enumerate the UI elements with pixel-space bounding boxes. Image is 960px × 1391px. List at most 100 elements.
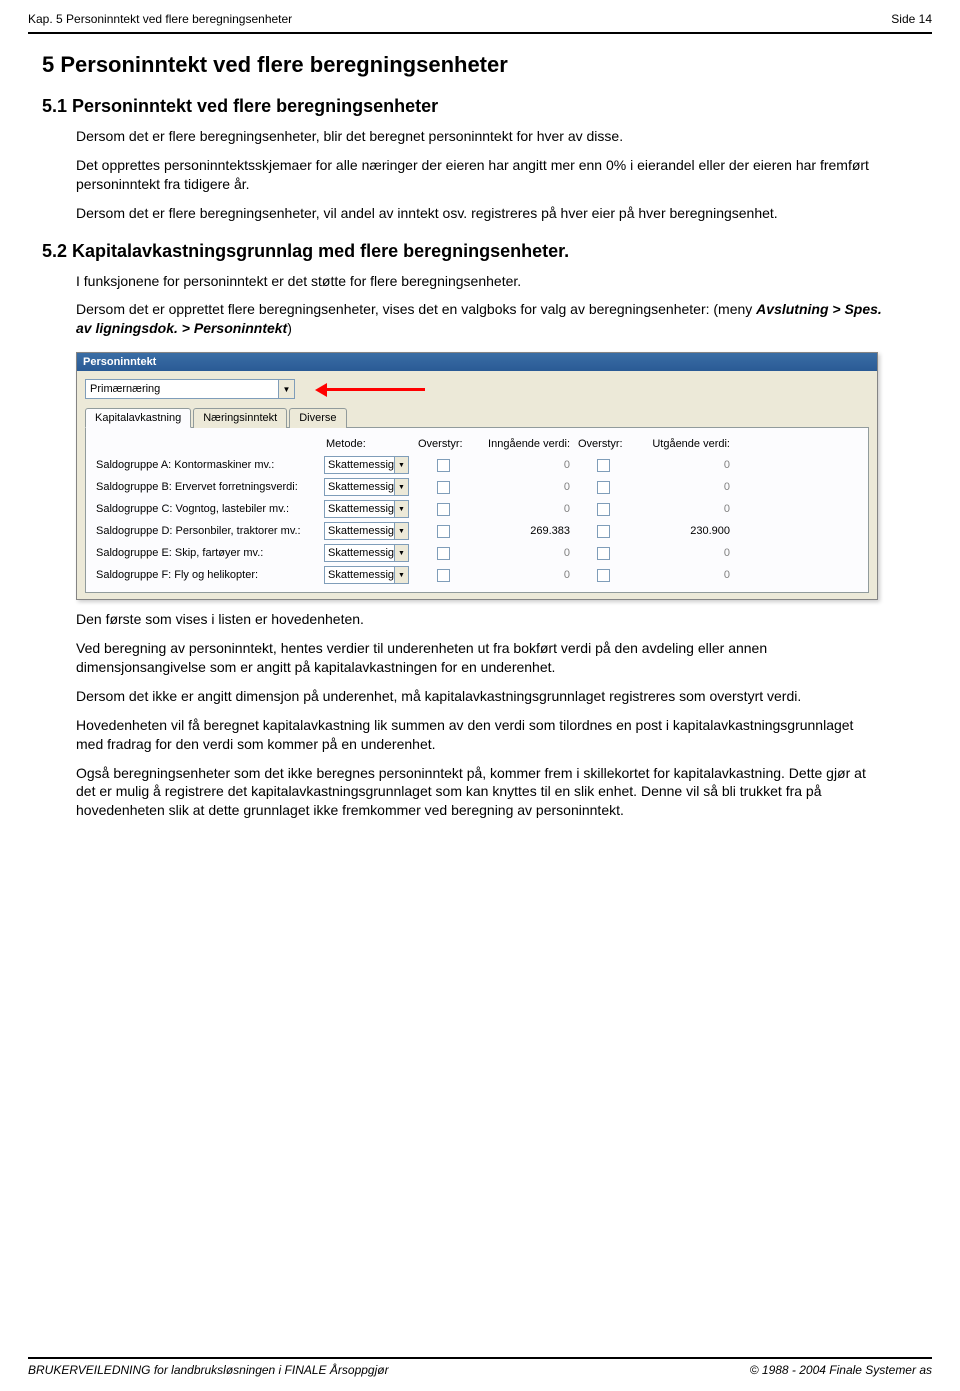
override-in-checkbox[interactable] [437,459,450,472]
para-after-2: Ved beregning av personinntekt, hentes v… [76,639,884,677]
override-in-cell [416,459,471,472]
method-value: Skattemessig [325,547,394,559]
row-label: Saldogruppe D: Personbiler, traktorer mv… [94,525,324,537]
col-blank [94,438,324,450]
method-cell: Skattemessig▼ [324,478,416,496]
tabs: Kapitalavkastning Næringsinntekt Diverse [85,407,869,428]
screenshot: Personinntekt Primærnæring ▼ Kapitalavka… [76,352,884,600]
window-body: Primærnæring ▼ Kapitalavkastning Nærings… [77,371,877,599]
outgoing-value: 0 [631,481,736,493]
row-label: Saldogruppe C: Vogntog, lastebiler mv.: [94,503,324,515]
outgoing-value: 0 [631,569,736,581]
override-out-checkbox[interactable] [597,481,610,494]
chevron-down-icon: ▼ [394,545,408,561]
chevron-down-icon: ▼ [394,501,408,517]
override-out-checkbox[interactable] [597,525,610,538]
override-in-checkbox[interactable] [437,525,450,538]
unit-combobox[interactable]: Primærnæring ▼ [85,379,295,399]
chevron-down-icon: ▼ [394,479,408,495]
incoming-value: 269.383 [471,525,576,537]
method-value: Skattemessig [325,569,394,581]
method-combobox[interactable]: Skattemessig▼ [324,478,409,496]
col-utgaaende: Utgående verdi: [631,438,736,450]
unit-selector-row: Primærnæring ▼ [85,379,869,399]
row-label: Saldogruppe E: Skip, fartøyer mv.: [94,547,324,559]
incoming-value: 0 [471,569,576,581]
override-out-cell [576,481,631,494]
override-out-checkbox[interactable] [597,459,610,472]
footer-right: © 1988 - 2004 Finale Systemer as [750,1363,932,1377]
saldo-table: Metode: Overstyr: Inngående verdi: Overs… [94,438,860,586]
para-5-1-2: Det opprettes personinntektsskjemaer for… [76,156,884,194]
method-value: Skattemessig [325,503,394,515]
outgoing-value: 230.900 [631,525,736,537]
override-in-cell [416,547,471,560]
override-in-checkbox[interactable] [437,547,450,560]
override-out-checkbox[interactable] [597,547,610,560]
override-in-cell [416,569,471,582]
incoming-value: 0 [471,503,576,515]
table-row: Saldogruppe C: Vogntog, lastebiler mv.:S… [94,498,860,520]
window: Personinntekt Primærnæring ▼ Kapitalavka… [76,352,878,600]
override-out-checkbox[interactable] [597,569,610,582]
incoming-value: 0 [471,459,576,471]
chevron-down-icon: ▼ [394,523,408,539]
table-row: Saldogruppe B: Ervervet forretningsverdi… [94,476,860,498]
method-combobox[interactable]: Skattemessig▼ [324,456,409,474]
row-label: Saldogruppe F: Fly og helikopter: [94,569,324,581]
col-overstyr-in: Overstyr: [416,438,471,450]
override-in-checkbox[interactable] [437,503,450,516]
method-value: Skattemessig [325,459,394,471]
table-row: Saldogruppe E: Skip, fartøyer mv.:Skatte… [94,542,860,564]
para-5-1-1: Dersom det er flere beregningsenheter, b… [76,127,884,146]
chevron-down-icon: ▼ [394,457,408,473]
override-in-checkbox[interactable] [437,569,450,582]
method-value: Skattemessig [325,525,394,537]
tab-kapitalavkastning[interactable]: Kapitalavkastning [85,408,191,428]
table-row: Saldogruppe D: Personbiler, traktorer mv… [94,520,860,542]
method-cell: Skattemessig▼ [324,566,416,584]
page-header: Kap. 5 Personinntekt ved flere beregning… [0,0,960,30]
method-combobox[interactable]: Skattemessig▼ [324,500,409,518]
table-row: Saldogruppe F: Fly og helikopter:Skattem… [94,564,860,586]
window-title: Personinntekt [77,353,877,371]
para-after-1: Den første som vises i listen er hoveden… [76,610,884,629]
method-value: Skattemessig [325,481,394,493]
para-5-2-1: I funksjonene for personinntekt er det s… [76,272,884,291]
method-cell: Skattemessig▼ [324,544,416,562]
method-combobox[interactable]: Skattemessig▼ [324,544,409,562]
page-footer: BRUKERVEILEDNING for landbruksløsningen … [0,1357,960,1391]
header-page: Side 14 [891,12,932,26]
override-in-cell [416,481,471,494]
chevron-down-icon: ▼ [278,380,294,398]
tab-naeringsinntekt[interactable]: Næringsinntekt [193,408,287,428]
header-chapter: Kap. 5 Personinntekt ved flere beregning… [28,12,292,26]
method-combobox[interactable]: Skattemessig▼ [324,566,409,584]
para-5-1-3: Dersom det er flere beregningsenheter, v… [76,204,884,223]
col-metode: Metode: [324,438,416,450]
method-cell: Skattemessig▼ [324,456,416,474]
override-in-cell [416,503,471,516]
para-after-3: Dersom det ikke er angitt dimensjon på u… [76,687,884,706]
table-row: Saldogruppe A: Kontormaskiner mv.:Skatte… [94,454,860,476]
section-5-2-heading: 5.2 Kapitalavkastningsgrunnlag med flere… [42,241,918,262]
para-after-4: Hovedenheten vil få beregnet kapitalavka… [76,716,884,754]
chevron-down-icon: ▼ [394,567,408,583]
para-after-5: Også beregningsenheter som det ikke bere… [76,764,884,821]
method-combobox[interactable]: Skattemessig▼ [324,522,409,540]
footer-left: BRUKERVEILEDNING for landbruksløsningen … [28,1363,389,1377]
override-in-checkbox[interactable] [437,481,450,494]
override-out-cell [576,525,631,538]
outgoing-value: 0 [631,503,736,515]
outgoing-value: 0 [631,547,736,559]
footer-rule [28,1357,932,1359]
tab-diverse[interactable]: Diverse [289,408,346,428]
red-arrow-annotation [305,382,425,396]
tab-panel: Metode: Overstyr: Inngående verdi: Overs… [85,428,869,593]
para-5-2-2c: ) [287,320,292,336]
override-out-cell [576,503,631,516]
chapter-heading: 5 Personinntekt ved flere beregningsenhe… [42,52,918,78]
content: 5 Personinntekt ved flere beregningsenhe… [0,34,960,820]
override-out-checkbox[interactable] [597,503,610,516]
para-5-2-2a: Dersom det er opprettet flere beregnings… [76,301,756,317]
